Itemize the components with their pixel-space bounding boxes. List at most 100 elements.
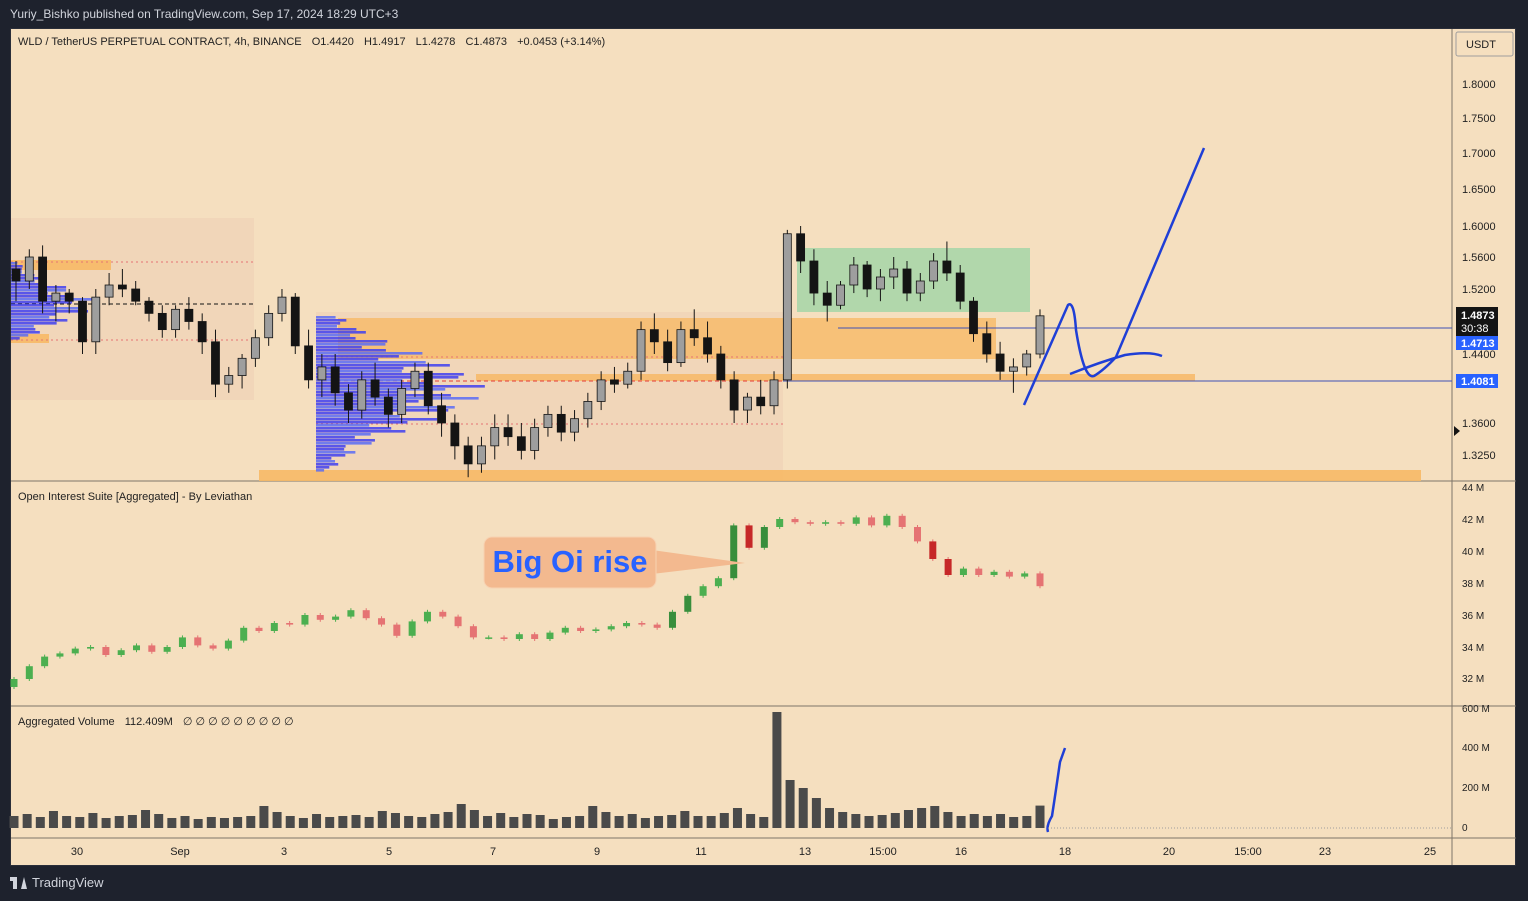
profile-row (316, 415, 400, 418)
price-candle (676, 321, 686, 367)
price-candle (689, 309, 699, 346)
time-axis-label: 25 (1424, 846, 1436, 858)
green-zone[interactable] (797, 248, 1030, 312)
profile-row (316, 322, 341, 325)
price-axis-label: 1.7500 (1462, 113, 1496, 125)
currency-button-label[interactable]: USDT (1466, 39, 1496, 51)
volume-arrow-drawing[interactable] (1046, 747, 1067, 833)
profile-row (316, 373, 464, 376)
candle-body (889, 268, 899, 278)
price-candle (743, 392, 752, 423)
profile-row (316, 448, 345, 451)
oi-candle (423, 611, 431, 622)
time-axis-label: 15:00 (1234, 846, 1262, 858)
ohlc-close: C1.4873 (465, 36, 507, 48)
volume-bar (75, 817, 85, 828)
volume-bar (535, 815, 545, 828)
volume-bar (88, 813, 98, 828)
profile-row (316, 364, 450, 367)
candle-body (610, 379, 619, 385)
volume-bar (1009, 817, 1019, 828)
price-candle (264, 305, 274, 346)
volume-bar (22, 814, 32, 828)
ohlc-high: H1.4917 (364, 36, 406, 48)
price-candle (889, 257, 899, 289)
price-candle (277, 289, 287, 322)
volume-bar (759, 817, 769, 828)
candle-body (822, 292, 832, 306)
profile-row (316, 430, 406, 433)
profile-row (11, 301, 73, 304)
tradingview-logo[interactable]: TradingView (10, 875, 104, 890)
volume-bar (693, 816, 703, 828)
volume-bar (496, 813, 506, 828)
price-candle (330, 354, 340, 406)
volume-bar (575, 816, 585, 828)
profile-row (316, 409, 449, 412)
oi-axis-label: 38 M (1462, 579, 1484, 590)
candle-body (24, 256, 34, 282)
profile-row (316, 463, 339, 466)
currency-button[interactable]: USDT (1455, 31, 1514, 57)
volume-bar (548, 819, 558, 828)
profile-row (11, 325, 34, 328)
price-candle (729, 371, 739, 423)
orange-zone-left-bottom[interactable] (11, 334, 49, 343)
scroll-arrow-icon[interactable] (1454, 426, 1460, 436)
profile-row (11, 307, 81, 310)
projection-line[interactable] (1022, 147, 1206, 406)
volume-bar (364, 817, 374, 828)
price-candle (703, 321, 712, 363)
profile-row (316, 436, 355, 439)
price-axis-label: 1.8000 (1462, 79, 1496, 91)
candle-body (689, 329, 699, 339)
profile-row (316, 412, 391, 415)
oi-axis[interactable]: 44 M 42 M 40 M 38 M 36 M 34 M 32 M (1462, 483, 1484, 685)
profile-row (316, 400, 419, 403)
profile-row (316, 346, 362, 349)
price-candle (570, 410, 579, 442)
oi-candle (347, 610, 355, 617)
profile-row (11, 274, 35, 277)
oi-candle (255, 627, 263, 631)
oi-candle (806, 522, 814, 524)
time-axis-label: 16 (955, 846, 967, 858)
price-candle (211, 329, 220, 398)
candle-body (942, 260, 952, 274)
currency-button-box[interactable] (1455, 31, 1514, 57)
price-axis-label: 1.3250 (1462, 450, 1496, 462)
time-axis-label: 23 (1319, 846, 1331, 858)
profile-row (316, 433, 371, 436)
orange-zone-thin[interactable] (476, 374, 1195, 381)
hand-drawings[interactable] (1022, 147, 1206, 833)
oi-candle (454, 616, 462, 627)
orange-zone-bottom[interactable] (259, 470, 1421, 481)
candle-body (876, 276, 885, 290)
oi-candle (852, 517, 860, 524)
oi-candle (561, 627, 569, 633)
volume-bar (640, 818, 650, 828)
price-axis-label: 1.5600 (1462, 252, 1496, 264)
oi-candle (87, 647, 95, 649)
price-candle (304, 329, 313, 389)
ohlc-open: O1.4420 (312, 36, 354, 48)
curve-drawing[interactable] (1069, 352, 1163, 376)
oi-candle (393, 624, 401, 636)
price-candle (51, 285, 61, 322)
volume-axis[interactable]: 600 M 400 M 200 M 0 (1462, 704, 1490, 834)
volume-axis-label: 0 (1462, 823, 1468, 834)
profile-row (11, 310, 89, 313)
candle-body (237, 357, 247, 376)
oi-candle (485, 637, 493, 639)
price-candle (516, 423, 526, 460)
candle-body (290, 296, 300, 347)
oi-candle (531, 634, 539, 639)
orange-zone-left-top[interactable] (11, 260, 111, 270)
price-candle (144, 297, 154, 322)
time-axis[interactable]: 30 Sep 3 5 7 9 11 13 15:00 16 18 20 15:00 23 25 (71, 846, 1436, 858)
price-axis[interactable]: 1.8000 1.7500 1.7000 1.6500 1.6000 1.5600 1.52… (1462, 79, 1496, 462)
oi-annotation-callout[interactable]: Big Oi rise (483, 536, 745, 589)
candle-body (490, 427, 500, 447)
oi-candle (760, 527, 768, 548)
